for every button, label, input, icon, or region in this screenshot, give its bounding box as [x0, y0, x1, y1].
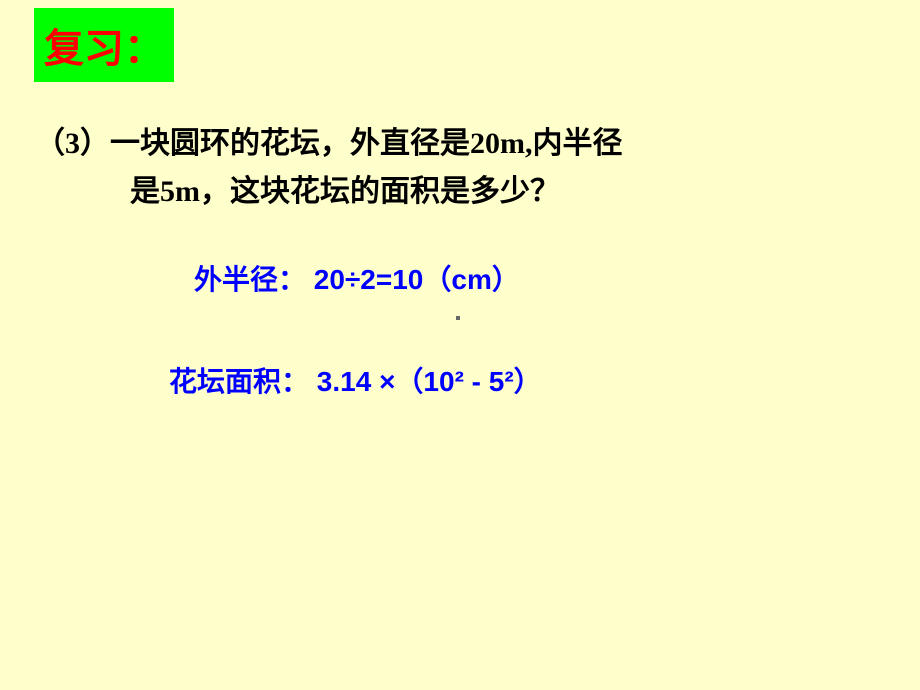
title-text: 复习： [44, 26, 164, 71]
area-label: 花坛面积： [169, 366, 309, 397]
decorative-dot [456, 316, 460, 320]
problem-line-2: 是5m，这块花坛的面积是多少？ [130, 168, 560, 216]
outer-radius-label: 外半径： [194, 264, 306, 295]
solution-area: 花坛面积： 3.14 ×（10² - 5²） [169, 360, 542, 400]
outer-radius-value: 20÷2=10（cm） [306, 264, 520, 295]
problem-line-1: （3）一块圆环的花坛，外直径是20m,内半径 [35, 120, 623, 168]
solution-outer-radius: 外半径： 20÷2=10（cm） [194, 258, 520, 298]
area-value: 3.14 ×（10² - 5²） [309, 366, 542, 397]
title-box: 复习： [34, 8, 174, 82]
